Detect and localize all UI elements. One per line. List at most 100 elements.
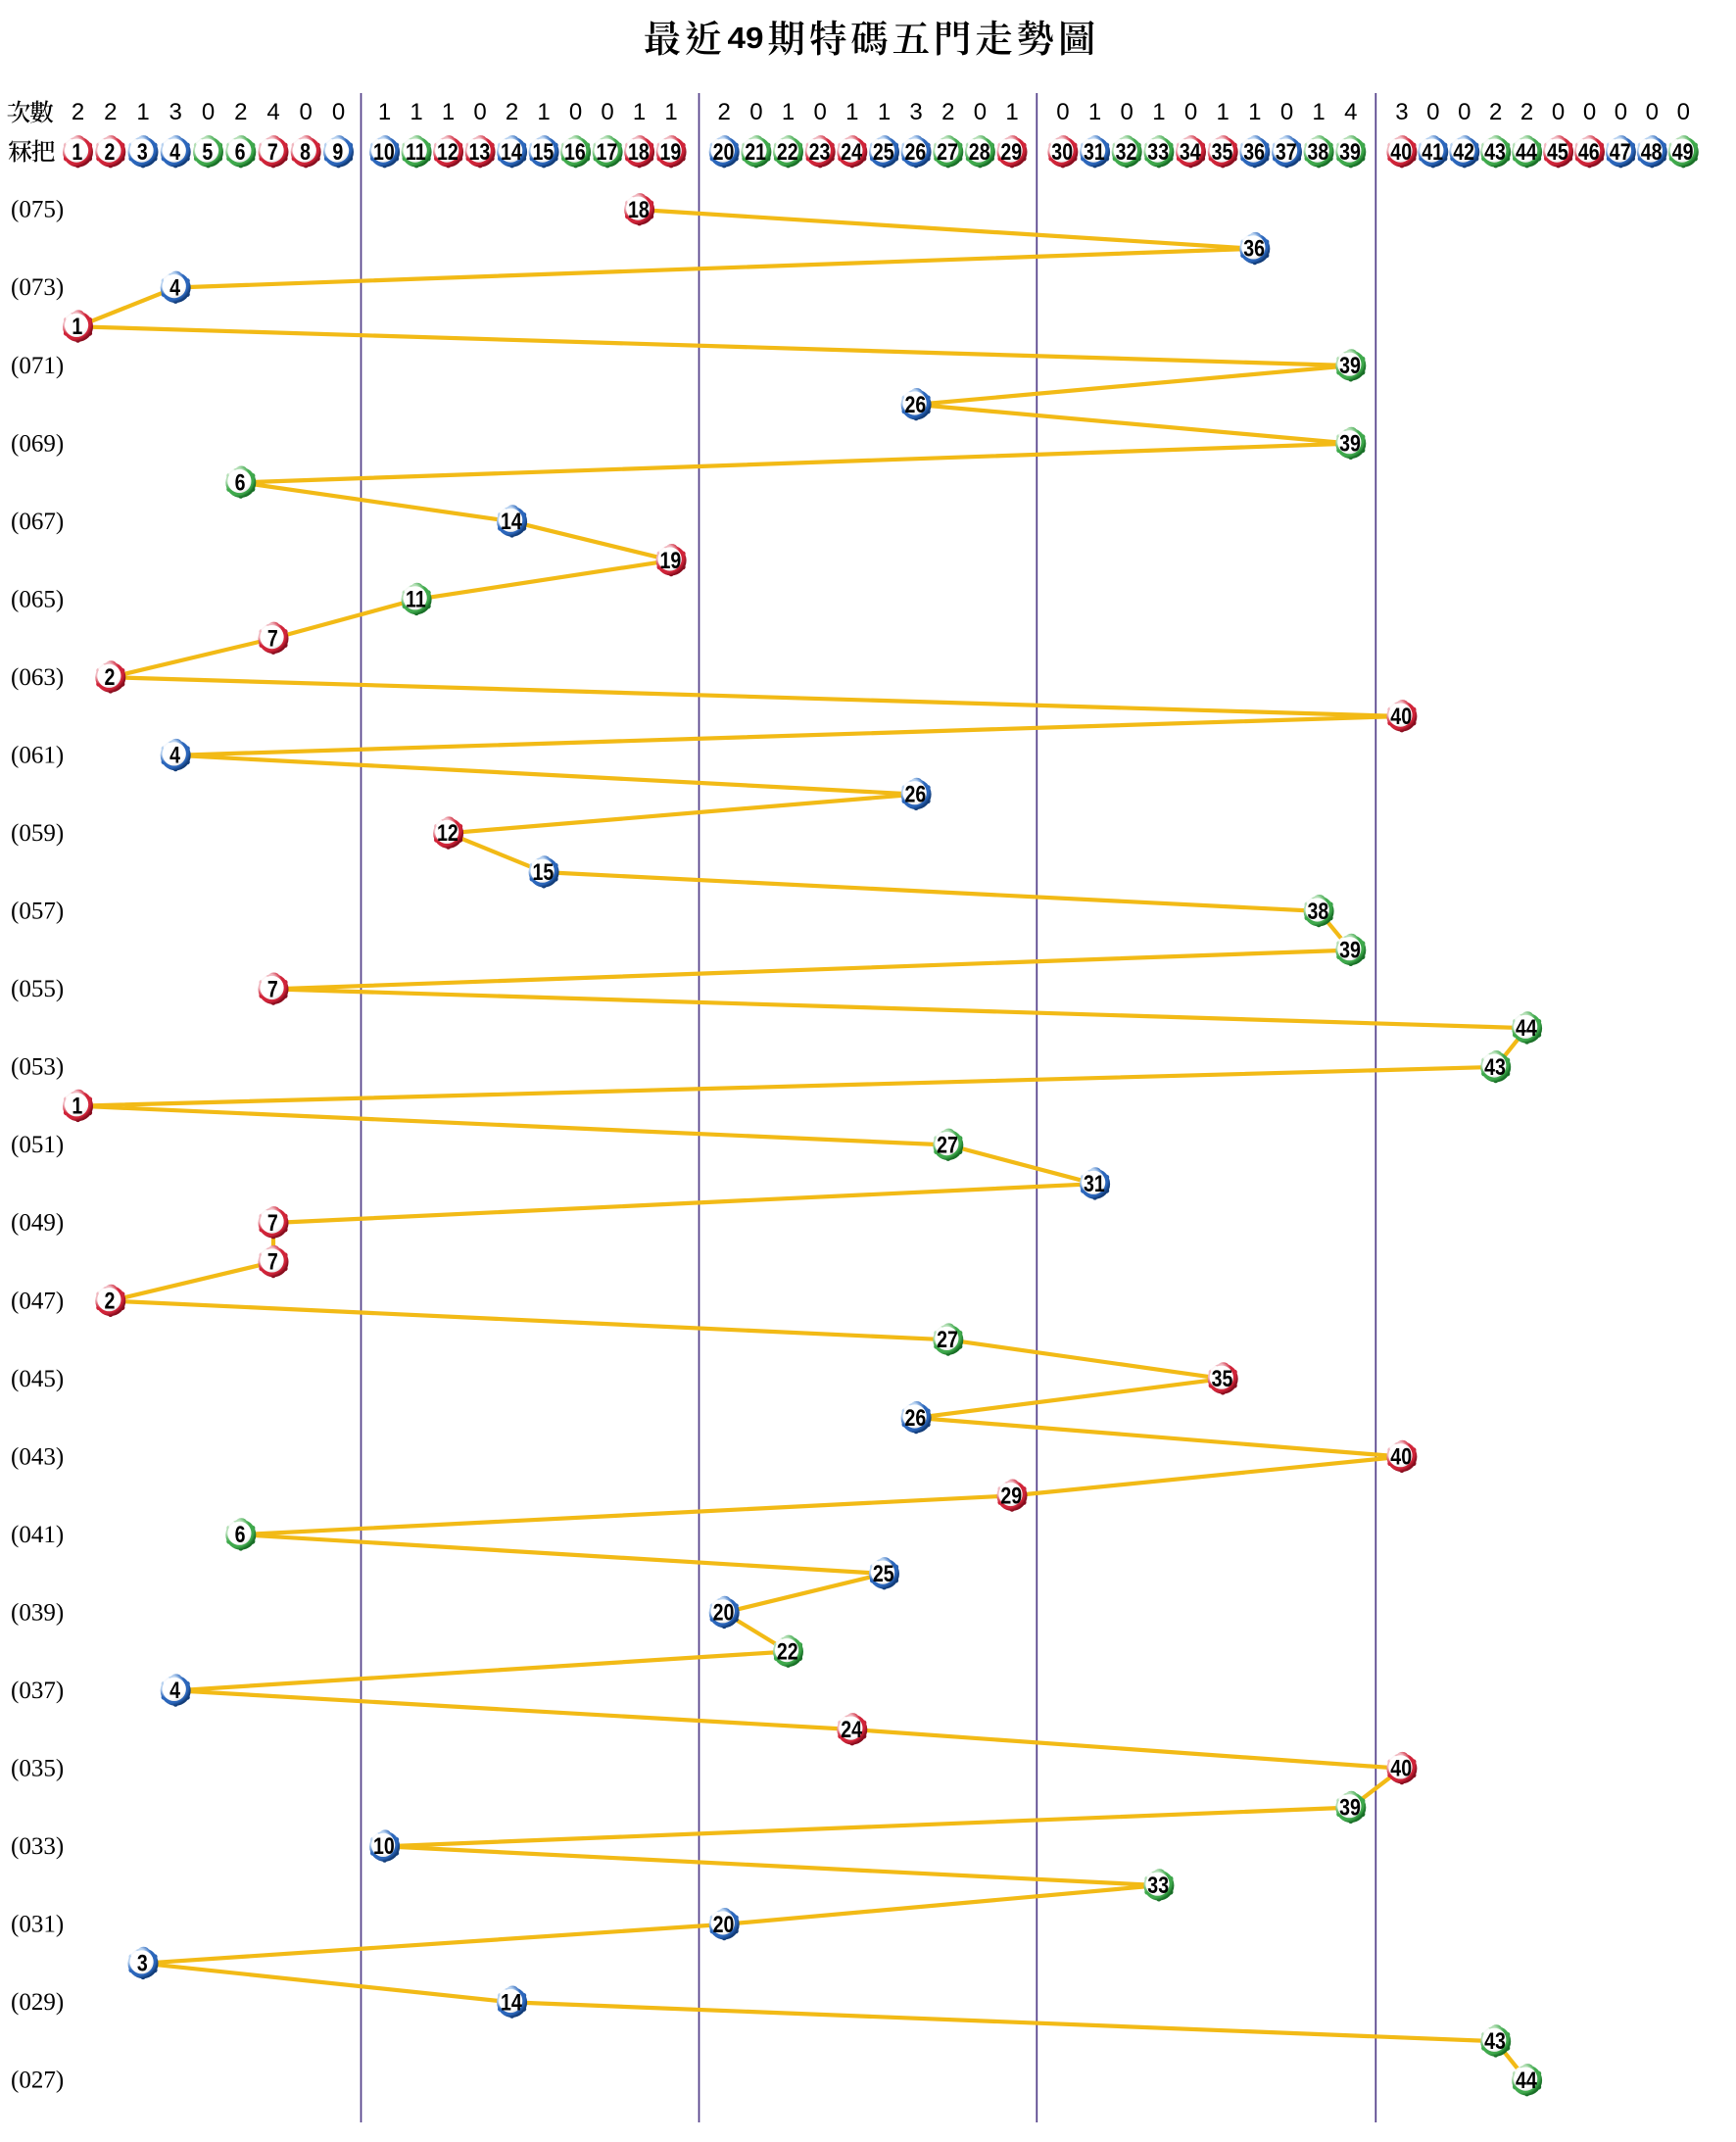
svg-text:0: 0 [1552,99,1565,125]
svg-text:3: 3 [1395,99,1408,125]
svg-text:(043): (043) [11,1443,64,1470]
svg-text:1: 1 [782,99,795,125]
svg-text:24: 24 [841,138,862,166]
svg-text:4: 4 [169,138,180,166]
svg-text:6: 6 [235,1521,246,1548]
svg-text:0: 0 [1615,99,1627,125]
svg-text:17: 17 [597,138,618,166]
svg-text:15: 15 [533,858,555,886]
svg-text:40: 40 [1390,1755,1412,1782]
svg-text:15: 15 [533,138,555,166]
svg-text:27: 27 [937,138,958,166]
svg-text:7: 7 [267,138,278,166]
svg-text:42: 42 [1453,138,1474,166]
svg-text:37: 37 [1276,138,1297,166]
svg-text:(075): (075) [11,197,64,223]
svg-text:(045): (045) [11,1366,64,1392]
svg-text:27: 27 [937,1326,958,1353]
svg-text:36: 36 [1243,235,1265,263]
svg-text:28: 28 [969,138,990,166]
svg-text:47: 47 [1610,138,1631,166]
svg-text:18: 18 [628,138,650,166]
svg-text:38: 38 [1308,898,1329,925]
svg-text:0: 0 [1677,99,1690,125]
svg-text:10: 10 [373,1832,395,1860]
svg-text:39: 39 [1339,1793,1361,1821]
svg-text:44: 44 [1516,138,1537,166]
svg-text:48: 48 [1641,138,1663,166]
svg-text:0: 0 [1184,99,1197,125]
svg-text:1: 1 [410,99,422,125]
svg-text:33: 33 [1147,138,1169,166]
svg-text:(059): (059) [11,820,64,847]
svg-text:39: 39 [1339,352,1361,379]
svg-text:2: 2 [941,99,954,125]
svg-text:39: 39 [1339,138,1361,166]
svg-text:(067): (067) [11,509,64,535]
svg-text:20: 20 [713,1599,735,1627]
svg-text:1: 1 [1248,99,1261,125]
svg-text:43: 43 [1484,2027,1506,2055]
svg-text:(031): (031) [11,1912,64,1938]
svg-text:13: 13 [469,138,491,166]
svg-text:4: 4 [1344,99,1357,125]
svg-text:1: 1 [664,99,677,125]
svg-text:(029): (029) [11,1989,64,2016]
svg-text:5: 5 [202,138,213,166]
svg-text:25: 25 [873,1560,894,1587]
svg-text:14: 14 [501,1988,522,2016]
svg-text:36: 36 [1243,138,1265,166]
svg-text:24: 24 [841,1716,862,1743]
svg-text:39: 39 [1339,429,1361,457]
svg-text:2: 2 [1520,99,1533,125]
svg-text:20: 20 [713,1911,735,1938]
svg-text:1: 1 [633,99,646,125]
svg-text:32: 32 [1116,138,1137,166]
svg-text:2: 2 [105,663,116,691]
svg-text:2: 2 [718,99,731,125]
svg-text:(071): (071) [11,353,64,379]
svg-text:4: 4 [169,742,180,769]
svg-text:35: 35 [1212,1365,1233,1392]
svg-text:31: 31 [1084,1170,1105,1197]
svg-text:3: 3 [137,138,148,166]
svg-text:2: 2 [104,99,117,125]
svg-text:7: 7 [267,975,278,1002]
svg-text:(041): (041) [11,1522,64,1548]
svg-text:7: 7 [267,624,278,652]
svg-text:0: 0 [1426,99,1439,125]
svg-text:35: 35 [1212,138,1233,166]
svg-text:23: 23 [809,138,831,166]
svg-text:44: 44 [1516,2067,1537,2094]
svg-text:0: 0 [1121,99,1133,125]
svg-text:27: 27 [937,1131,958,1158]
svg-text:39: 39 [1339,936,1361,963]
svg-text:1: 1 [1088,99,1101,125]
svg-text:26: 26 [905,1404,927,1432]
svg-text:(057): (057) [11,899,64,925]
svg-text:1: 1 [72,1093,82,1120]
svg-text:18: 18 [628,196,650,223]
svg-text:2: 2 [105,1287,116,1314]
svg-text:(051): (051) [11,1132,64,1158]
svg-text:7: 7 [267,1209,278,1237]
svg-text:(035): (035) [11,1756,64,1782]
svg-text:1: 1 [845,99,858,125]
svg-text:(073): (073) [11,274,64,301]
svg-text:0: 0 [332,99,345,125]
svg-text:1: 1 [72,138,82,166]
svg-text:2: 2 [105,138,116,166]
svg-text:26: 26 [905,391,927,418]
svg-text:19: 19 [660,547,682,574]
svg-text:10: 10 [373,138,395,166]
svg-text:0: 0 [569,99,582,125]
svg-text:40: 40 [1390,1442,1412,1470]
svg-text:0: 0 [1056,99,1069,125]
svg-text:3: 3 [137,1950,148,1977]
svg-text:6: 6 [235,468,246,496]
svg-text:2: 2 [506,99,518,125]
svg-text:40: 40 [1390,703,1412,730]
svg-text:38: 38 [1308,138,1329,166]
svg-text:22: 22 [777,138,798,166]
svg-text:0: 0 [202,99,215,125]
